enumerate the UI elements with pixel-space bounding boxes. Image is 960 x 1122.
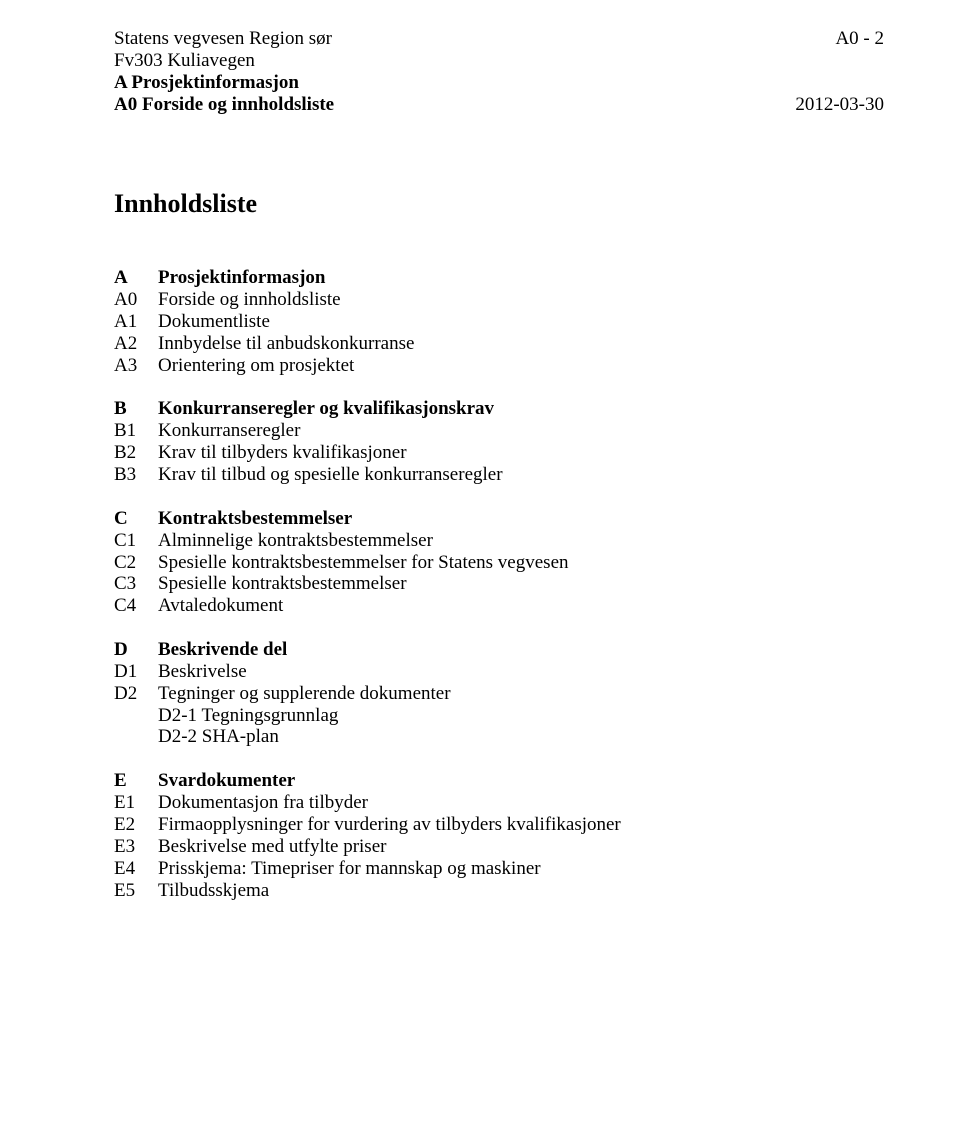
header-left: Statens vegvesen Region sør Fv303 Kuliav…	[114, 28, 334, 115]
header-blank-2	[795, 72, 884, 94]
list-item: E5 Tilbudsskjema	[114, 880, 884, 902]
section-heading: E Svardokumenter	[114, 770, 884, 792]
page-title: Innholdsliste	[114, 189, 884, 219]
list-item: A3 Orientering om prosjektet	[114, 355, 884, 377]
sub-item: D2-1 Tegningsgrunnlag	[158, 705, 884, 727]
item-code: E2	[114, 814, 158, 836]
item-code: C4	[114, 595, 158, 617]
header-page-code: A0 - 2	[795, 28, 884, 50]
item-code: D2	[114, 683, 158, 705]
item-code: A0	[114, 289, 158, 311]
section-c: C Kontraktsbestemmelser C1 Alminnelige k…	[114, 508, 884, 617]
item-label: Firmaopplysninger for vurdering av tilby…	[158, 814, 884, 836]
list-item: B1 Konkurranseregler	[114, 420, 884, 442]
item-code: E3	[114, 836, 158, 858]
section-d: D Beskrivende del D1 Beskrivelse D2 Tegn…	[114, 639, 884, 748]
item-label: Beskrivelse	[158, 661, 884, 683]
section-code: D	[114, 639, 158, 661]
item-label: Innbydelse til anbudskonkurranse	[158, 333, 884, 355]
item-code: A2	[114, 333, 158, 355]
item-code: C3	[114, 573, 158, 595]
header-project: Fv303 Kuliavegen	[114, 50, 334, 72]
item-label: Dokumentasjon fra tilbyder	[158, 792, 884, 814]
item-label: Tilbudsskjema	[158, 880, 884, 902]
list-item: B3 Krav til tilbud og spesielle konkurra…	[114, 464, 884, 486]
header-blank-1	[795, 50, 884, 72]
section-label: Prosjektinformasjon	[158, 267, 884, 289]
item-label: Dokumentliste	[158, 311, 884, 333]
sub-item: D2-2 SHA-plan	[158, 726, 884, 748]
header-right: A0 - 2 2012-03-30	[795, 28, 884, 115]
section-code: A	[114, 267, 158, 289]
item-label: Beskrivelse med utfylte priser	[158, 836, 884, 858]
section-label: Kontraktsbestemmelser	[158, 508, 884, 530]
list-item: A1 Dokumentliste	[114, 311, 884, 333]
list-item: E3 Beskrivelse med utfylte priser	[114, 836, 884, 858]
item-label: Konkurranseregler	[158, 420, 884, 442]
item-code: E1	[114, 792, 158, 814]
item-code: C2	[114, 552, 158, 574]
list-item: C2 Spesielle kontraktsbestemmelser for S…	[114, 552, 884, 574]
section-code: B	[114, 398, 158, 420]
section-e: E Svardokumenter E1 Dokumentasjon fra ti…	[114, 770, 884, 901]
list-item: B2 Krav til tilbyders kvalifikasjoner	[114, 442, 884, 464]
list-item: E4 Prisskjema: Timepriser for mannskap o…	[114, 858, 884, 880]
section-heading: A Prosjektinformasjon	[114, 267, 884, 289]
section-b: B Konkurranseregler og kvalifikasjonskra…	[114, 398, 884, 485]
header-subsection: A0 Forside og innholdsliste	[114, 94, 334, 116]
item-code: A1	[114, 311, 158, 333]
list-item: C1 Alminnelige kontraktsbestemmelser	[114, 530, 884, 552]
item-label: Tegninger og supplerende dokumenter	[158, 683, 884, 705]
header-date: 2012-03-30	[795, 94, 884, 116]
list-item: A2 Innbydelse til anbudskonkurranse	[114, 333, 884, 355]
section-code: E	[114, 770, 158, 792]
item-label: Prisskjema: Timepriser for mannskap og m…	[158, 858, 884, 880]
section-code: C	[114, 508, 158, 530]
header-section: A Prosjektinformasjon	[114, 72, 334, 94]
section-a: A Prosjektinformasjon A0 Forside og innh…	[114, 267, 884, 376]
list-item: C3 Spesielle kontraktsbestemmelser	[114, 573, 884, 595]
section-heading: D Beskrivende del	[114, 639, 884, 661]
item-code: E5	[114, 880, 158, 902]
section-heading: B Konkurranseregler og kvalifikasjonskra…	[114, 398, 884, 420]
section-label: Beskrivende del	[158, 639, 884, 661]
section-label: Konkurranseregler og kvalifikasjonskrav	[158, 398, 884, 420]
item-code: B3	[114, 464, 158, 486]
header-org: Statens vegvesen Region sør	[114, 28, 334, 50]
item-label: Avtaledokument	[158, 595, 884, 617]
item-code: A3	[114, 355, 158, 377]
list-item: E1 Dokumentasjon fra tilbyder	[114, 792, 884, 814]
section-heading: C Kontraktsbestemmelser	[114, 508, 884, 530]
item-code: D1	[114, 661, 158, 683]
list-item: A0 Forside og innholdsliste	[114, 289, 884, 311]
page-header: Statens vegvesen Region sør Fv303 Kuliav…	[114, 28, 884, 115]
list-item: D2 Tegninger og supplerende dokumenter	[114, 683, 884, 705]
list-item: C4 Avtaledokument	[114, 595, 884, 617]
list-item: D1 Beskrivelse	[114, 661, 884, 683]
item-label: Krav til tilbyders kvalifikasjoner	[158, 442, 884, 464]
item-label: Spesielle kontraktsbestemmelser	[158, 573, 884, 595]
item-code: C1	[114, 530, 158, 552]
item-code: E4	[114, 858, 158, 880]
section-label: Svardokumenter	[158, 770, 884, 792]
item-label: Orientering om prosjektet	[158, 355, 884, 377]
item-code: B1	[114, 420, 158, 442]
list-item: E2 Firmaopplysninger for vurdering av ti…	[114, 814, 884, 836]
item-code: B2	[114, 442, 158, 464]
item-label: Spesielle kontraktsbestemmelser for Stat…	[158, 552, 884, 574]
item-label: Forside og innholdsliste	[158, 289, 884, 311]
document-page: Statens vegvesen Region sør Fv303 Kuliav…	[0, 0, 960, 1122]
item-label: Krav til tilbud og spesielle konkurranse…	[158, 464, 884, 486]
item-label: Alminnelige kontraktsbestemmelser	[158, 530, 884, 552]
